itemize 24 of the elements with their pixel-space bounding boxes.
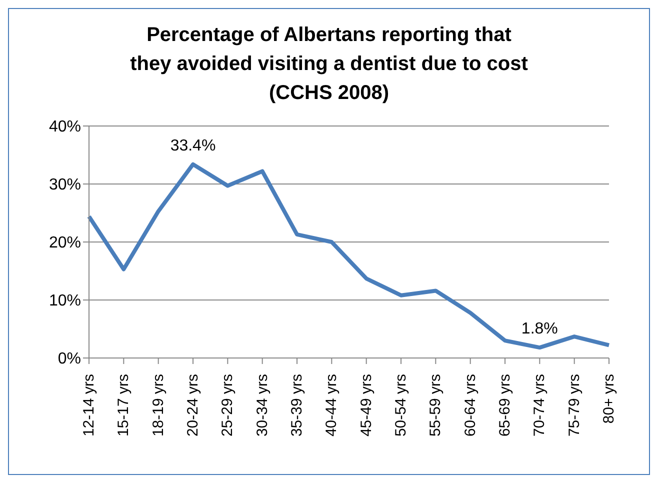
x-tick-label: 75-79 yrs (566, 374, 583, 437)
y-tick-label: 20% (48, 234, 81, 252)
x-tick-label: 18-19 yrs (150, 374, 167, 437)
x-tick-label: 55-59 yrs (427, 374, 444, 437)
y-tick-label: 0% (58, 350, 81, 368)
x-tick-label: 65-69 yrs (496, 374, 514, 437)
x-tick-label: 12-14 yrs (80, 374, 98, 437)
x-tick-label: 70-74 yrs (531, 374, 548, 437)
y-tick-label: 10% (48, 292, 81, 310)
x-tick-label: 80+ yrs (600, 374, 618, 424)
x-tick-label: 30-34 yrs (254, 374, 271, 437)
x-tick-label: 40-44 yrs (323, 374, 340, 437)
x-tick-label: 15-17 yrs (115, 374, 132, 437)
y-tick-label: 30% (48, 176, 81, 194)
y-tick-label: 40% (48, 118, 81, 136)
x-tick-label: 45-49 yrs (358, 374, 375, 437)
x-tick-label: 35-39 yrs (288, 374, 306, 437)
x-tick-label: 60-64 yrs (462, 374, 479, 437)
chart-title: Percentage of Albertans reporting that they avoided visiting a dentist due to cost (CCHS 2008) (129, 23, 529, 106)
data-label: 1.8% (521, 320, 558, 338)
x-tick-label: 50-54 yrs (392, 374, 410, 437)
x-tick-label: 25-29 yrs (219, 374, 236, 437)
x-tick-label: 20-24 yrs (184, 374, 202, 437)
data-label: 33.4% (170, 137, 216, 154)
